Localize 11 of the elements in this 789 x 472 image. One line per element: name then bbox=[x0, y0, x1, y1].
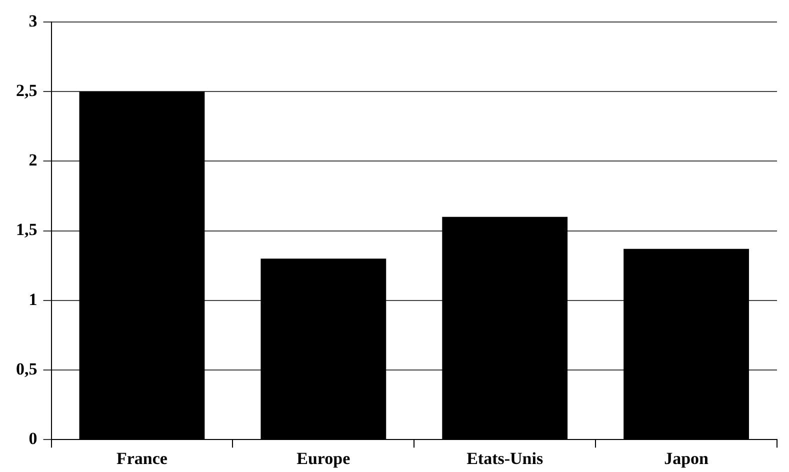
y-tick-label: 1 bbox=[28, 290, 38, 309]
x-tick-label: France bbox=[116, 449, 168, 468]
y-tick-label: 1,5 bbox=[16, 220, 38, 240]
x-tick-label: Etats-Unis bbox=[466, 449, 544, 468]
y-tick-label: 2 bbox=[28, 150, 38, 170]
y-tick-label: 2,5 bbox=[16, 80, 38, 100]
x-tick-label: Europe bbox=[296, 449, 351, 468]
y-tick-label: 0,5 bbox=[16, 359, 38, 378]
y-tick-label: 3 bbox=[28, 11, 38, 30]
y-tick-label: 0 bbox=[28, 428, 38, 448]
x-tick-label: Japon bbox=[664, 449, 710, 468]
